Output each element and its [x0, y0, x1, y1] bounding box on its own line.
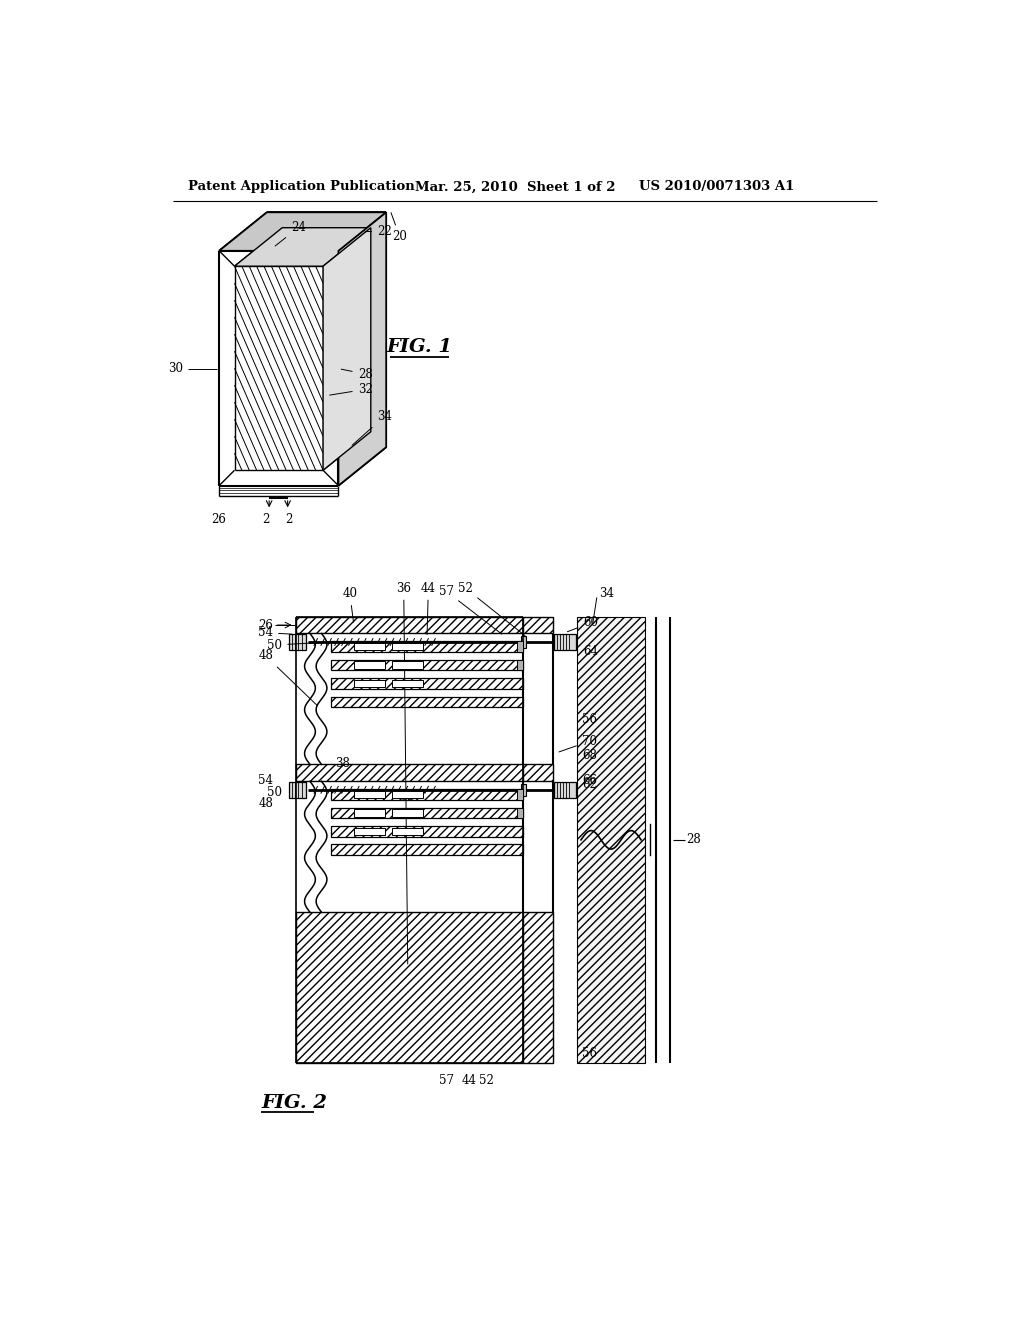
Bar: [523, 616, 553, 634]
Text: 44: 44: [421, 582, 436, 635]
Bar: [331, 789, 523, 800]
Text: 2: 2: [286, 513, 293, 527]
Text: 40: 40: [342, 587, 357, 622]
Text: Patent Application Publication: Patent Application Publication: [188, 181, 415, 194]
Text: 36: 36: [400, 791, 416, 804]
Bar: [354, 809, 385, 817]
Text: 34: 34: [352, 409, 392, 445]
Bar: [331, 845, 523, 855]
Text: 2: 2: [262, 513, 269, 527]
Bar: [296, 764, 523, 781]
Text: 68: 68: [582, 748, 597, 762]
Bar: [296, 616, 523, 634]
Polygon shape: [234, 227, 371, 267]
Polygon shape: [323, 227, 371, 470]
Polygon shape: [339, 213, 386, 486]
Text: 54: 54: [258, 626, 292, 639]
Bar: [523, 912, 553, 1063]
Bar: [289, 781, 306, 797]
Text: US 2010/0071303 A1: US 2010/0071303 A1: [639, 181, 795, 194]
Bar: [392, 661, 423, 669]
Text: 48: 48: [258, 649, 317, 705]
Text: 57: 57: [438, 1073, 454, 1086]
Bar: [523, 764, 553, 781]
Bar: [331, 826, 523, 837]
Text: FIG. 1: FIG. 1: [386, 338, 453, 356]
Bar: [331, 678, 523, 689]
Text: 38: 38: [335, 758, 350, 770]
Bar: [392, 828, 423, 836]
Text: 22: 22: [366, 224, 392, 238]
Bar: [354, 680, 385, 688]
Text: 48: 48: [258, 797, 273, 810]
Bar: [331, 660, 523, 671]
Text: 26: 26: [212, 513, 226, 527]
Text: 28: 28: [686, 833, 701, 846]
Bar: [392, 791, 423, 799]
Bar: [354, 828, 385, 836]
Text: 60: 60: [567, 616, 598, 632]
Bar: [331, 697, 523, 708]
Text: 52: 52: [479, 1073, 494, 1086]
Bar: [392, 643, 423, 651]
Text: 50: 50: [267, 787, 283, 800]
Bar: [517, 808, 523, 818]
Text: 64: 64: [584, 644, 598, 657]
Text: 62: 62: [582, 777, 597, 791]
Text: 50: 50: [267, 639, 328, 652]
Bar: [517, 642, 523, 652]
Bar: [296, 912, 523, 1063]
Text: 30: 30: [168, 362, 183, 375]
Bar: [331, 642, 523, 652]
Bar: [578, 616, 645, 1063]
Bar: [289, 635, 306, 649]
Text: 28: 28: [341, 367, 373, 380]
Bar: [354, 643, 385, 651]
Text: Mar. 25, 2010  Sheet 1 of 2: Mar. 25, 2010 Sheet 1 of 2: [416, 181, 616, 194]
Bar: [521, 784, 525, 796]
Text: 70: 70: [559, 735, 597, 752]
Text: 54: 54: [258, 774, 273, 787]
Text: 56: 56: [582, 713, 597, 726]
Bar: [392, 680, 423, 688]
Bar: [331, 808, 523, 818]
Text: 44: 44: [462, 1073, 477, 1086]
Text: FIG. 2: FIG. 2: [261, 1094, 328, 1113]
Bar: [517, 660, 523, 671]
Text: 52: 52: [458, 582, 525, 636]
Bar: [354, 791, 385, 799]
Text: 24: 24: [275, 222, 305, 246]
Bar: [517, 789, 523, 800]
Text: 36: 36: [396, 582, 412, 964]
Text: 20: 20: [391, 213, 408, 243]
Bar: [354, 661, 385, 669]
Text: 34: 34: [599, 587, 613, 601]
Text: 56: 56: [582, 1047, 597, 1060]
Bar: [554, 781, 575, 797]
Text: 57: 57: [438, 585, 502, 634]
Bar: [554, 635, 575, 649]
Bar: [392, 809, 423, 817]
Text: 26: 26: [258, 619, 273, 631]
Bar: [521, 636, 525, 648]
Polygon shape: [219, 213, 386, 251]
Text: 32: 32: [330, 383, 373, 396]
Text: 66: 66: [582, 774, 597, 787]
